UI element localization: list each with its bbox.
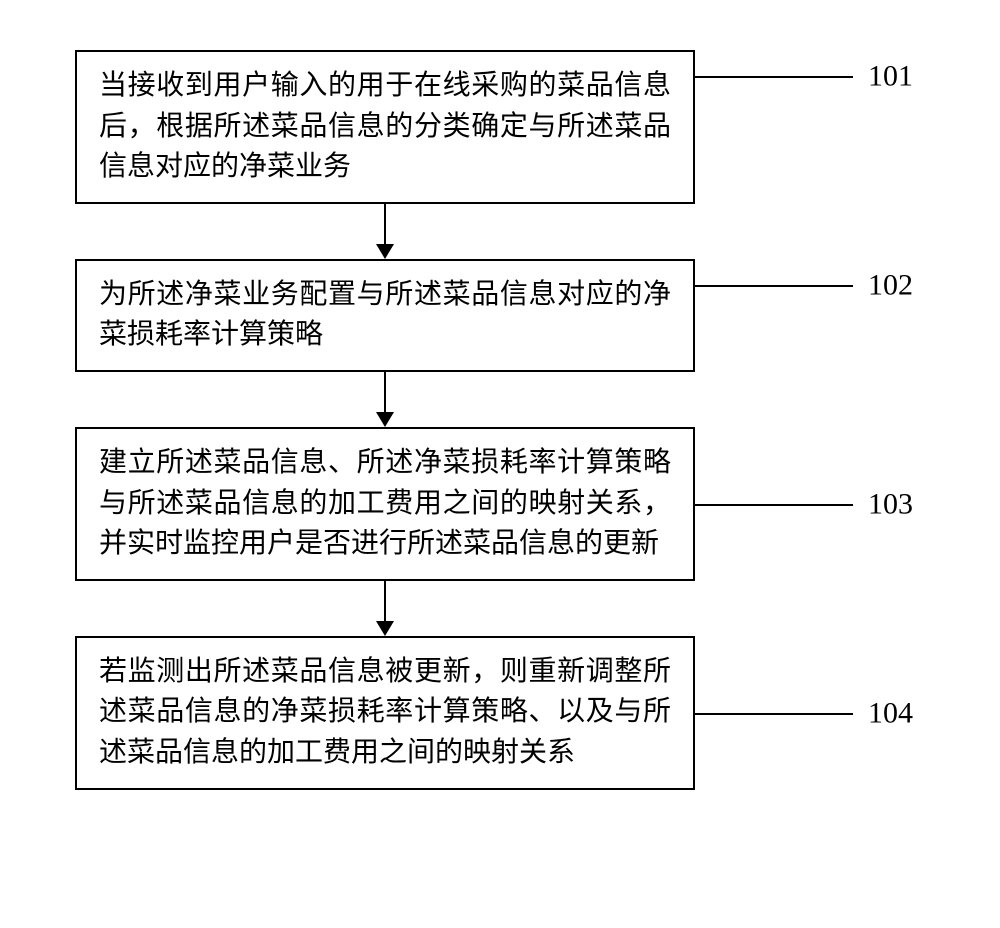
step-label: 101 — [868, 54, 913, 98]
connector-line — [693, 285, 853, 287]
step-label: 104 — [868, 691, 913, 735]
step-label: 103 — [868, 482, 913, 526]
arrow-down — [75, 204, 695, 259]
step-label: 102 — [868, 263, 913, 307]
step-box-101: 当接收到用户输入的用于在线采购的菜品信息后，根据所述菜品信息的分类确定与所述菜品… — [75, 50, 695, 204]
step-text: 若监测出所述菜品信息被更新，则重新调整所述菜品信息的净菜损耗率计算策略、以及与所… — [99, 656, 671, 768]
step-text: 建立所述菜品信息、所述净菜损耗率计算策略与所述菜品信息的加工费用之间的映射关系，… — [99, 447, 671, 559]
step-box-102: 为所述净菜业务配置与所述菜品信息对应的净菜损耗率计算策略 102 — [75, 259, 695, 372]
arrow-down — [75, 581, 695, 636]
connector-line — [693, 713, 853, 715]
step-text: 为所述净菜业务配置与所述菜品信息对应的净菜损耗率计算策略 — [99, 279, 671, 351]
arrow-down — [75, 372, 695, 427]
arrow-head-icon — [376, 412, 394, 427]
connector-line — [693, 504, 853, 506]
arrow-line — [384, 204, 386, 249]
arrow-head-icon — [376, 621, 394, 636]
connector-line — [693, 76, 853, 78]
flowchart-container: 当接收到用户输入的用于在线采购的菜品信息后，根据所述菜品信息的分类确定与所述菜品… — [75, 50, 925, 790]
arrow-line — [384, 581, 386, 626]
step-text: 当接收到用户输入的用于在线采购的菜品信息后，根据所述菜品信息的分类确定与所述菜品… — [99, 70, 671, 182]
arrow-line — [384, 372, 386, 417]
step-box-103: 建立所述菜品信息、所述净菜损耗率计算策略与所述菜品信息的加工费用之间的映射关系，… — [75, 427, 695, 581]
arrow-head-icon — [376, 244, 394, 259]
step-box-104: 若监测出所述菜品信息被更新，则重新调整所述菜品信息的净菜损耗率计算策略、以及与所… — [75, 636, 695, 790]
